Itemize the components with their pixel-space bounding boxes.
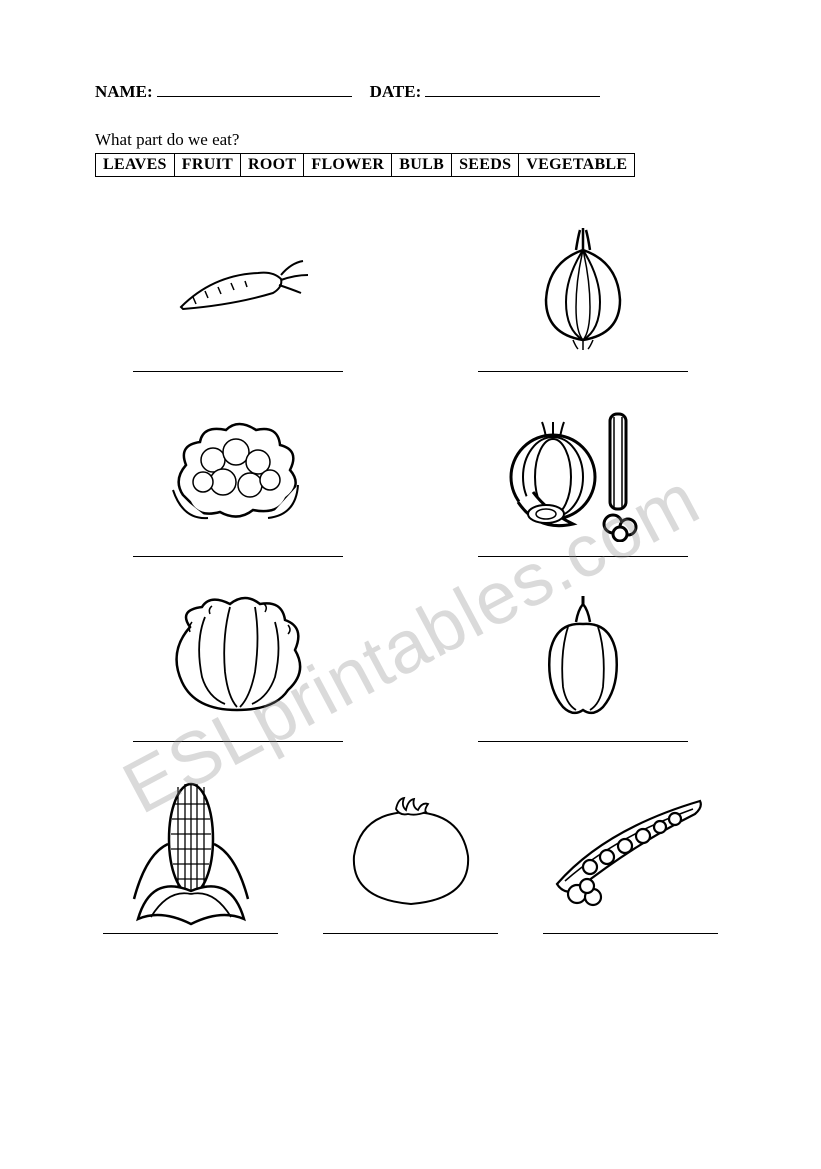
item-lettuce [95, 592, 381, 742]
date-label: DATE: [370, 82, 422, 102]
corn-icon [126, 784, 256, 914]
lettuce-icon [160, 592, 315, 722]
answer-line[interactable] [478, 358, 688, 372]
name-input-line[interactable] [157, 80, 352, 97]
word-bank-cell: FRUIT [175, 154, 241, 176]
pepper-icon [528, 592, 638, 722]
item-carrot [95, 222, 381, 372]
carrot-icon [163, 222, 313, 352]
items-grid [95, 222, 726, 742]
name-field: NAME: [95, 80, 352, 102]
items-bottom-row [95, 784, 726, 934]
answer-line[interactable] [323, 920, 498, 934]
answer-line[interactable] [133, 358, 343, 372]
item-onion [441, 222, 727, 372]
word-bank-cell: ROOT [241, 154, 304, 176]
answer-line[interactable] [133, 728, 343, 742]
header-row: NAME: DATE: [95, 80, 726, 102]
date-field: DATE: [370, 80, 601, 102]
answer-line[interactable] [543, 920, 718, 934]
item-peas [534, 784, 726, 934]
tomato-icon [336, 784, 486, 914]
word-bank-row: LEAVES FRUIT ROOT FLOWER BULB SEEDS VEGE… [95, 153, 635, 177]
answer-line[interactable] [478, 728, 688, 742]
word-bank-cell: SEEDS [452, 154, 519, 176]
question-text: What part do we eat? [95, 130, 726, 150]
item-corn [95, 784, 287, 934]
word-bank-cell: VEGETABLE [519, 154, 634, 176]
word-bank-cell: BULB [392, 154, 452, 176]
cauliflower-icon [158, 407, 318, 537]
onion-icon [518, 222, 648, 352]
onion-leek-icon [498, 407, 668, 537]
name-label: NAME: [95, 82, 153, 102]
answer-line[interactable] [103, 920, 278, 934]
word-bank-cell: FLOWER [304, 154, 392, 176]
item-tomato [315, 784, 507, 934]
item-cauliflower [95, 407, 381, 557]
word-bank-cell: LEAVES [96, 154, 175, 176]
peas-icon [545, 784, 715, 914]
item-pepper [441, 592, 727, 742]
answer-line[interactable] [133, 543, 343, 557]
answer-line[interactable] [478, 543, 688, 557]
date-input-line[interactable] [425, 80, 600, 97]
item-onion-leek-group [441, 407, 727, 557]
